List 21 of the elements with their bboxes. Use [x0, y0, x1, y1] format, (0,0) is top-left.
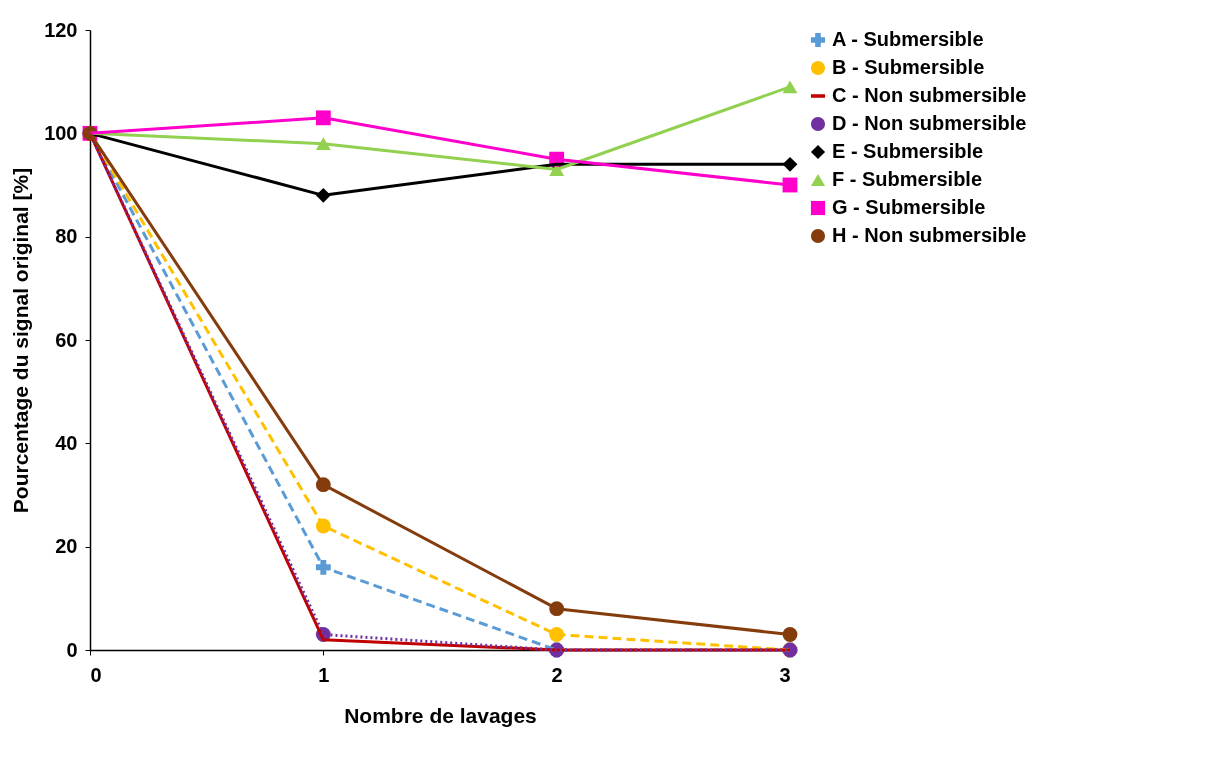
y-axis-title: Pourcentage du signal original [%]: [9, 167, 33, 514]
x-tick-label: 2: [551, 663, 563, 686]
legend-label: D - Non submersible: [832, 112, 1027, 134]
x-tick-label: 1: [318, 663, 330, 686]
y-tick-label: 120: [44, 18, 78, 41]
x-axis-title: Nombre de lavages: [344, 703, 537, 727]
legend-label: F - Submersible: [832, 168, 983, 190]
legend-label: B - Submersible: [832, 56, 985, 78]
y-tick-label: 40: [55, 431, 78, 454]
legend-label: A - Submersible: [832, 28, 984, 50]
y-tick-label: 60: [55, 328, 78, 351]
x-tick-label: 3: [779, 663, 791, 686]
y-tick-label: 20: [55, 535, 78, 558]
legend-label: G - Submersible: [832, 196, 986, 218]
x-tick-label: 0: [90, 663, 102, 686]
y-tick-label: 100: [44, 121, 78, 144]
legend-label: E - Submersible: [832, 140, 984, 162]
y-tick-label: 0: [66, 638, 78, 661]
legend-label: H - Non submersible: [832, 224, 1027, 246]
legend-label: C - Non submersible: [832, 84, 1027, 106]
y-tick-label: 80: [55, 225, 78, 248]
